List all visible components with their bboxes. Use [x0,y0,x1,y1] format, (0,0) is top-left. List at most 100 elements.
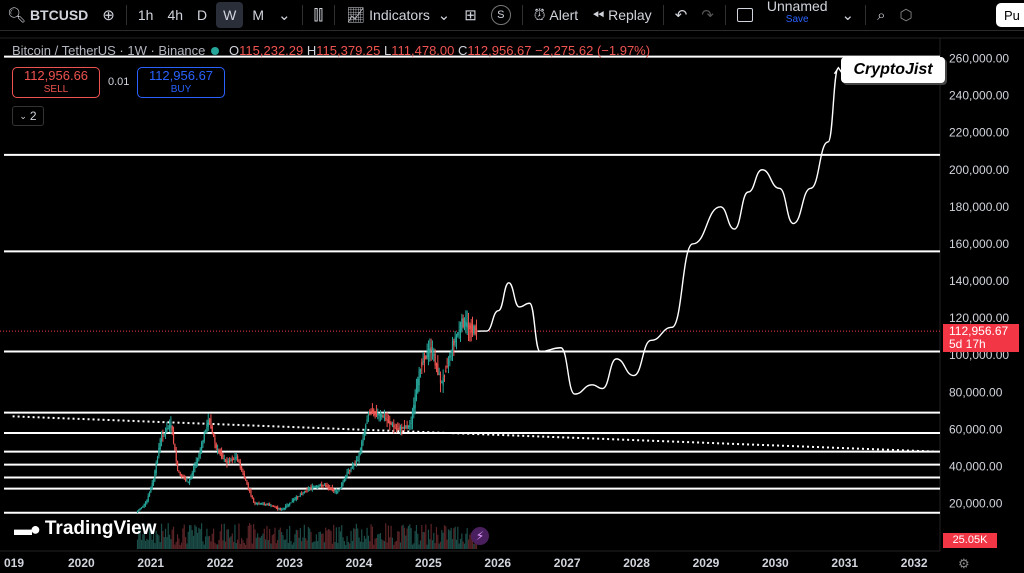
buy-button[interactable]: 112,956.67 BUY [137,67,225,98]
candle-body [386,419,388,421]
strategy-button[interactable]: S [484,0,518,30]
symbol-title[interactable]: Bitcoin / TetherUS · 1W · Binance [12,43,206,58]
layout-button[interactable] [730,0,760,30]
settings-icon: ⬡ [899,7,913,24]
toolbar-divider [724,5,726,25]
candle-body [297,496,299,498]
save-layout-button[interactable]: Unnamed Save [760,0,835,30]
candle-body [183,477,185,479]
volume-bar [221,524,223,549]
volume-bar [391,537,394,549]
undo-button[interactable]: ↶ [668,0,695,30]
candle-body [339,487,341,489]
interval-1h[interactable]: 1h [137,7,154,23]
candle-body [429,348,431,354]
alert-button[interactable]: ⏰︎ Alert [527,0,585,30]
volume-bar [394,541,396,549]
lightning-icon[interactable]: ⚡︎ [471,527,489,545]
volume-bar [389,537,391,549]
candle-body [361,441,363,451]
volume-bar [261,535,263,549]
interval-w[interactable]: W [216,2,244,28]
volume-bar [282,535,284,549]
volume-bar [434,543,436,549]
volume-bar [162,530,164,549]
interval-d[interactable]: D [197,7,208,23]
compare-button[interactable]: ⊕ [95,0,122,30]
candle-body [390,422,392,425]
layout-dropdown[interactable]: ⌄ [835,0,862,30]
volume-bar [395,540,398,549]
layout-icon [736,8,753,22]
gear-icon[interactable]: ⚙︎ [958,556,970,571]
volume-bar [331,543,333,549]
settings-button[interactable]: ⬡ [893,0,920,30]
volume-bar [330,530,332,549]
candle-body [210,418,212,429]
trend-line[interactable] [12,415,936,453]
candle-body [160,436,163,442]
candle-body [254,501,256,504]
candle-body [265,504,267,506]
volume-bar [414,531,416,549]
volume-bar [326,530,328,549]
symbol-label: BTCUSD [29,7,89,23]
candle-body [379,414,382,417]
close-value: 112,956.67 [467,43,532,58]
candle-body [362,437,364,442]
volume-bar [303,524,305,549]
candle-body [143,503,145,507]
interval-dropdown[interactable]: ⌄ [271,0,298,30]
interval-m[interactable]: M [252,7,265,23]
candle-body [323,484,325,486]
time-axis[interactable]: 019 2020 2021 2022 2023 2024 2025 2026 2027 2028 2… [4,556,928,570]
price-tick-label: 240,000.00 [949,89,1009,103]
interval-4h[interactable]: 4h [167,7,184,23]
candle-body [293,499,295,502]
redo-button[interactable]: ↷ [694,0,721,30]
price-axis[interactable]: 20,000.0040,000.0060,000.0080,000.00100,… [949,52,1009,511]
volume-bar [148,527,151,549]
candle-body [199,449,201,455]
candle-body [411,411,414,423]
projection-path[interactable] [477,67,840,395]
volume-bar [367,535,370,549]
symbol-search-button[interactable]: 🔍︎ BTCUSD [0,0,95,30]
candle-body [331,487,333,491]
templates-button[interactable]: ⊞ [457,0,484,30]
candle-body [138,509,140,512]
candle-body [301,493,303,495]
chart-type-button[interactable]: ⫿⫿ [307,0,331,30]
volume-bar [313,541,315,549]
candle-body [287,504,289,506]
candle-body [457,332,459,336]
volume-bar [257,533,259,549]
candle-body [166,428,168,433]
sell-button[interactable]: 112,956.66 SELL [12,67,100,98]
cryptojist-watermark: CryptoJist [841,57,945,83]
volume-bar [358,537,360,549]
candle-body [325,485,327,487]
candle-body [230,460,232,462]
current-price-tag: 112,956.67 5d 17h [943,324,1019,352]
tradingview-logo[interactable]: ▬● TradingView [14,518,156,540]
candle-body [180,474,183,477]
volume-bar [442,532,444,549]
candle-body [374,411,376,416]
volume-bar [174,544,176,549]
volume-bar [227,529,229,549]
publish-button[interactable]: Pu [996,3,1024,27]
volume-bar [279,527,281,549]
volume-bar [307,527,309,549]
candle-body [403,425,406,430]
volume-bar [176,534,179,549]
candle-body [190,476,192,480]
replay-button[interactable]: ⏪︎ Replay [585,0,659,30]
volume-bar [314,541,316,549]
indicators-button[interactable]: 📈︎ Indicators ⌄ [339,0,457,30]
candle-body [146,500,148,503]
quick-search-button[interactable]: ⌕ [870,0,892,30]
indicators-collapse-button[interactable]: ⌄ 2 [12,106,44,126]
candle-body [365,424,367,431]
horizontal-levels[interactable] [4,55,940,514]
